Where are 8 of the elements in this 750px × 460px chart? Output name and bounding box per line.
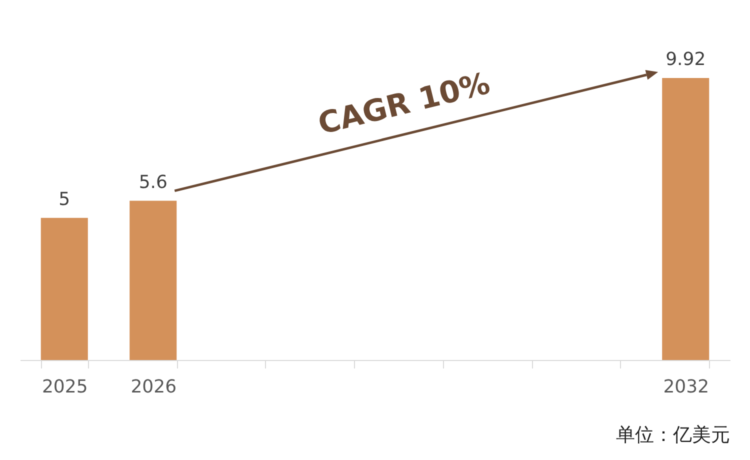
- x-tick-label: 2025: [42, 376, 88, 398]
- text: 单位：亿美元: [616, 424, 730, 446]
- x-tick-label: 2026: [130, 376, 177, 398]
- data-label: 5: [58, 188, 70, 210]
- data-label: 5.6: [138, 172, 168, 193]
- annotation: CAGR 10%: [314, 66, 494, 142]
- data-label: 9.92: [666, 49, 706, 70]
- x-tick-label: 2032: [663, 376, 710, 398]
